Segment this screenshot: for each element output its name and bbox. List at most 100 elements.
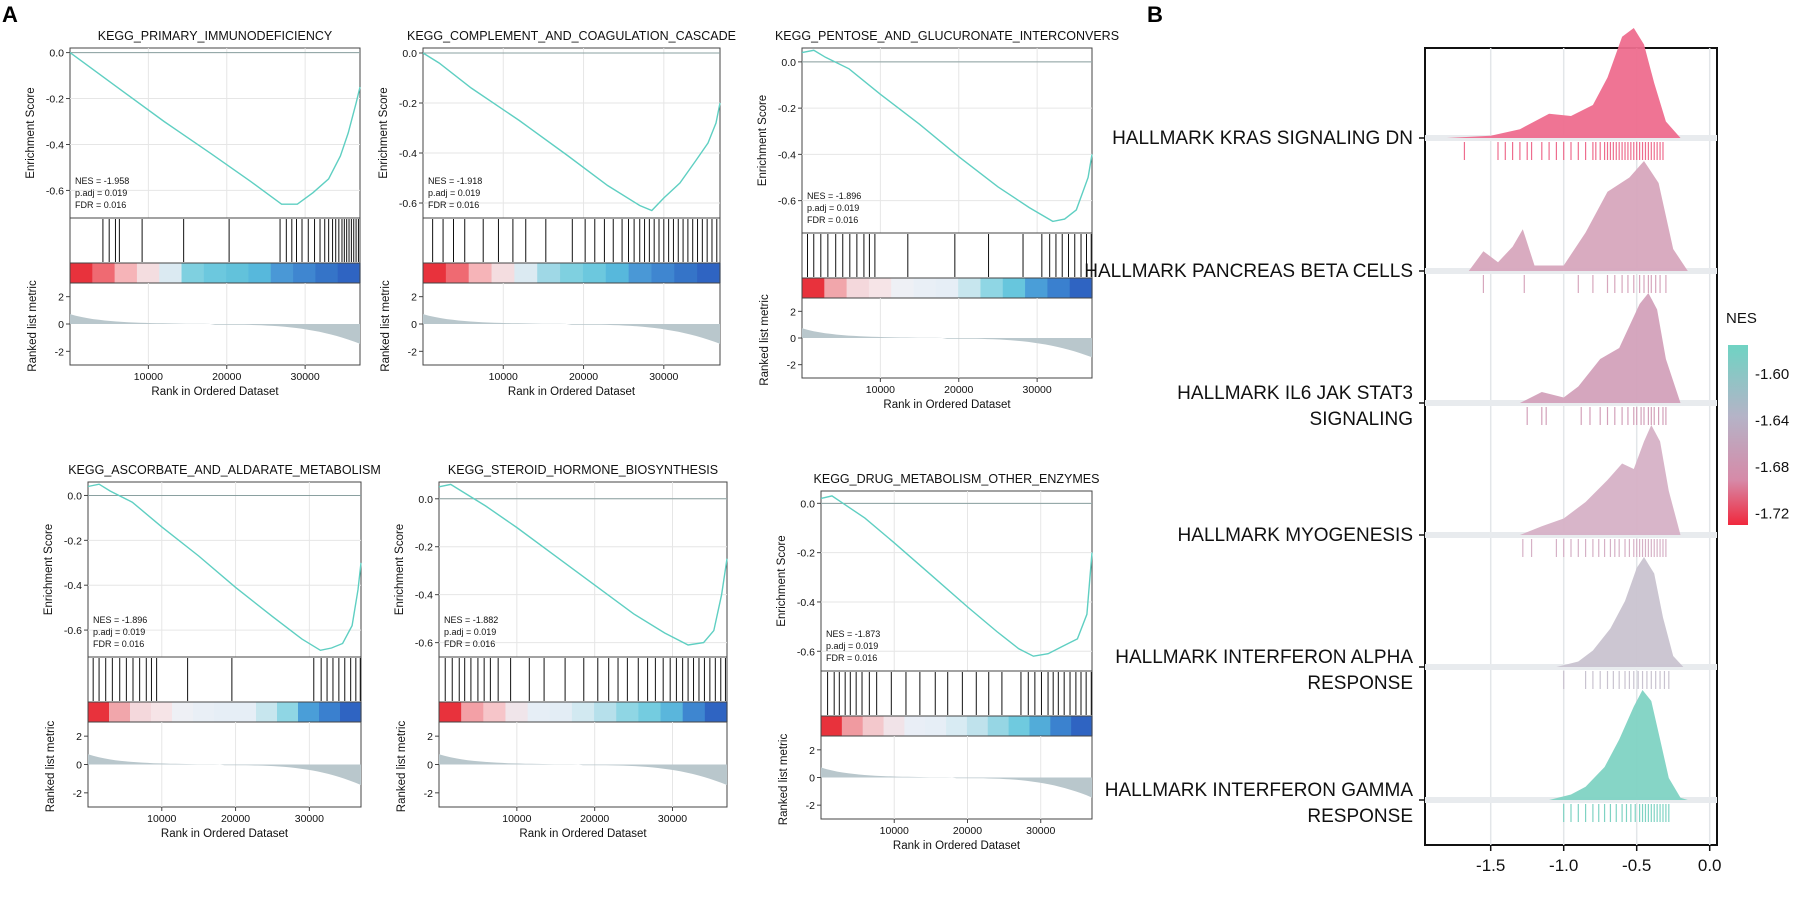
- rank-color-segment: [1008, 716, 1031, 736]
- metric-tick-label: -2: [55, 346, 64, 358]
- es-tick-label: -0.4: [778, 149, 796, 161]
- rank-color-segment: [136, 263, 160, 283]
- x-tick-label: 20000: [212, 371, 241, 383]
- ridge-density: [1519, 293, 1681, 403]
- metric-tick-label: 0: [809, 773, 815, 785]
- panel-b-label: B: [1147, 2, 1163, 27]
- rank-color-segment: [697, 263, 721, 283]
- ridge-x-tick-label: -1.0: [1549, 856, 1578, 875]
- nes-text: NES = -1.882: [444, 615, 498, 625]
- es-axis-label: Enrichment Score: [43, 524, 55, 615]
- fdr-text: FDR = 0.016: [807, 215, 858, 225]
- fdr-text: FDR = 0.016: [826, 653, 877, 663]
- rank-color-segment: [862, 716, 885, 736]
- metric-tick-label: 0: [411, 319, 417, 331]
- metric-tick-label: -2: [408, 346, 417, 358]
- metric-axis-label: Ranked list metric: [380, 280, 392, 372]
- es-curve: [69, 52, 361, 205]
- hit-frame: [820, 670, 1093, 717]
- rank-color-segment: [846, 278, 870, 298]
- fdr-text: FDR = 0.016: [75, 200, 126, 210]
- plot-title: KEGG_STEROID_HORMONE_BIOSYNTHESIS: [448, 463, 718, 477]
- rank-color-segment: [298, 702, 320, 722]
- rank-color-segment: [682, 702, 706, 722]
- rank-color-segment: [1069, 278, 1093, 298]
- es-curve: [87, 483, 362, 652]
- rank-color-segment: [248, 263, 272, 283]
- gsea-panel: KEGG_COMPLEMENT_AND_COAGULATION_CASCADE 0…: [378, 29, 736, 398]
- ridge-density: [1446, 28, 1681, 138]
- rank-color-segment: [582, 263, 607, 283]
- rank-color-segment: [151, 702, 173, 722]
- es-tick-label: -0.6: [46, 185, 64, 197]
- rank-color-segment: [172, 702, 194, 722]
- metric-tick-label: -2: [424, 788, 433, 800]
- rank-color-segment: [660, 702, 684, 722]
- x-tick-label: 20000: [221, 813, 250, 825]
- x-tick-label: 30000: [649, 371, 678, 383]
- x-tick-label: 20000: [953, 825, 982, 837]
- legend-tick-label: -1.72: [1755, 505, 1789, 522]
- hit-frame: [438, 656, 728, 703]
- rank-color-segment: [802, 278, 825, 298]
- ridge-row: HALLMARK IL6 JAK STAT3 SIGNALING: [1177, 293, 1717, 430]
- ridge-pathway-label: HALLMARK MYOGENESIS: [1178, 525, 1413, 546]
- rank-color-segment: [987, 716, 1010, 736]
- rank-color-segment: [445, 263, 470, 283]
- es-axis-label: Enrichment Score: [25, 87, 37, 178]
- legend-tick-label: -1.64: [1755, 412, 1789, 429]
- x-axis-label: Rank in Ordered Dataset: [508, 386, 636, 398]
- ridge-row: HALLMARK KRAS SIGNALING DN: [1112, 28, 1717, 160]
- x-tick-label: 10000: [134, 371, 163, 383]
- x-tick-label: 30000: [291, 371, 320, 383]
- metric-tick-label: -2: [787, 360, 796, 372]
- es-tick-label: 0.0: [67, 490, 82, 502]
- plot-title: KEGG_COMPLEMENT_AND_COAGULATION_CASCADE: [407, 29, 736, 43]
- rank-color-segment: [214, 702, 236, 722]
- ridge-pathway-label: HALLMARK KRAS SIGNALING DN: [1112, 128, 1413, 149]
- ridge-density: [1468, 161, 1688, 271]
- plot-title: KEGG_DRUG_METABOLISM_OTHER_ENZYMES: [814, 472, 1100, 486]
- nes-legend: NES -1.60 -1.64 -1.68 -1.72: [1726, 310, 1789, 525]
- hit-frame: [801, 232, 1093, 279]
- rank-color-segment: [159, 263, 183, 283]
- rank-color-segment: [594, 702, 617, 722]
- rank-color-segment: [461, 702, 484, 722]
- rank-color-segment: [980, 278, 1004, 298]
- ridge-pathway-label: HALLMARK INTERFERON GAMMA: [1105, 780, 1414, 801]
- hit-frame: [87, 656, 362, 703]
- plot-title: KEGG_ASCORBATE_AND_ALDARATE_METABOLISM: [68, 463, 381, 477]
- es-tick-label: -0.6: [64, 625, 82, 637]
- nes-text: NES = -1.958: [75, 176, 129, 186]
- es-tick-label: 0.0: [418, 494, 433, 506]
- rank-color-segment: [1025, 278, 1048, 298]
- rank-color-segment: [821, 716, 843, 736]
- es-tick-label: -0.4: [399, 148, 417, 160]
- padj-text: p.adj = 0.019: [826, 641, 878, 651]
- ridge-x-tick-label: -0.5: [1622, 856, 1651, 875]
- rank-color-segment: [505, 702, 529, 722]
- ridge-row: HALLMARK MYOGENESIS: [1178, 425, 1717, 557]
- rank-color-segment: [1002, 278, 1026, 298]
- gsea-panel: KEGG_DRUG_METABOLISM_OTHER_ENZYMES 0.0 -0.…: [776, 472, 1099, 852]
- metric-axis-label: Ranked list metric: [778, 734, 790, 826]
- es-axis-label: Enrichment Score: [776, 535, 788, 626]
- ridge-density: [1519, 425, 1681, 535]
- x-tick-label: 30000: [1023, 384, 1052, 396]
- rank-color-segment: [651, 263, 675, 283]
- rank-color-segment: [925, 716, 947, 736]
- ridge-row: HALLMARK PANCREAS BETA CELLS: [1084, 161, 1717, 293]
- legend-tick-label: -1.60: [1755, 366, 1789, 383]
- metric-axis-label: Ranked list metric: [759, 294, 771, 386]
- ridge-pathway-label: RESPONSE: [1307, 673, 1413, 694]
- rank-color-segment: [92, 263, 116, 283]
- ridge-density: [1549, 690, 1688, 800]
- fdr-text: FDR = 0.016: [93, 639, 144, 649]
- metric-axis-label: Ranked list metric: [396, 721, 408, 813]
- es-tick-label: -0.2: [64, 535, 82, 547]
- es-tick-label: 0.0: [781, 57, 796, 69]
- x-axis-label: Rank in Ordered Dataset: [151, 386, 279, 398]
- es-tick-label: -0.4: [46, 139, 64, 151]
- rank-color-segment: [468, 263, 493, 283]
- es-tick-label: -0.6: [797, 646, 815, 658]
